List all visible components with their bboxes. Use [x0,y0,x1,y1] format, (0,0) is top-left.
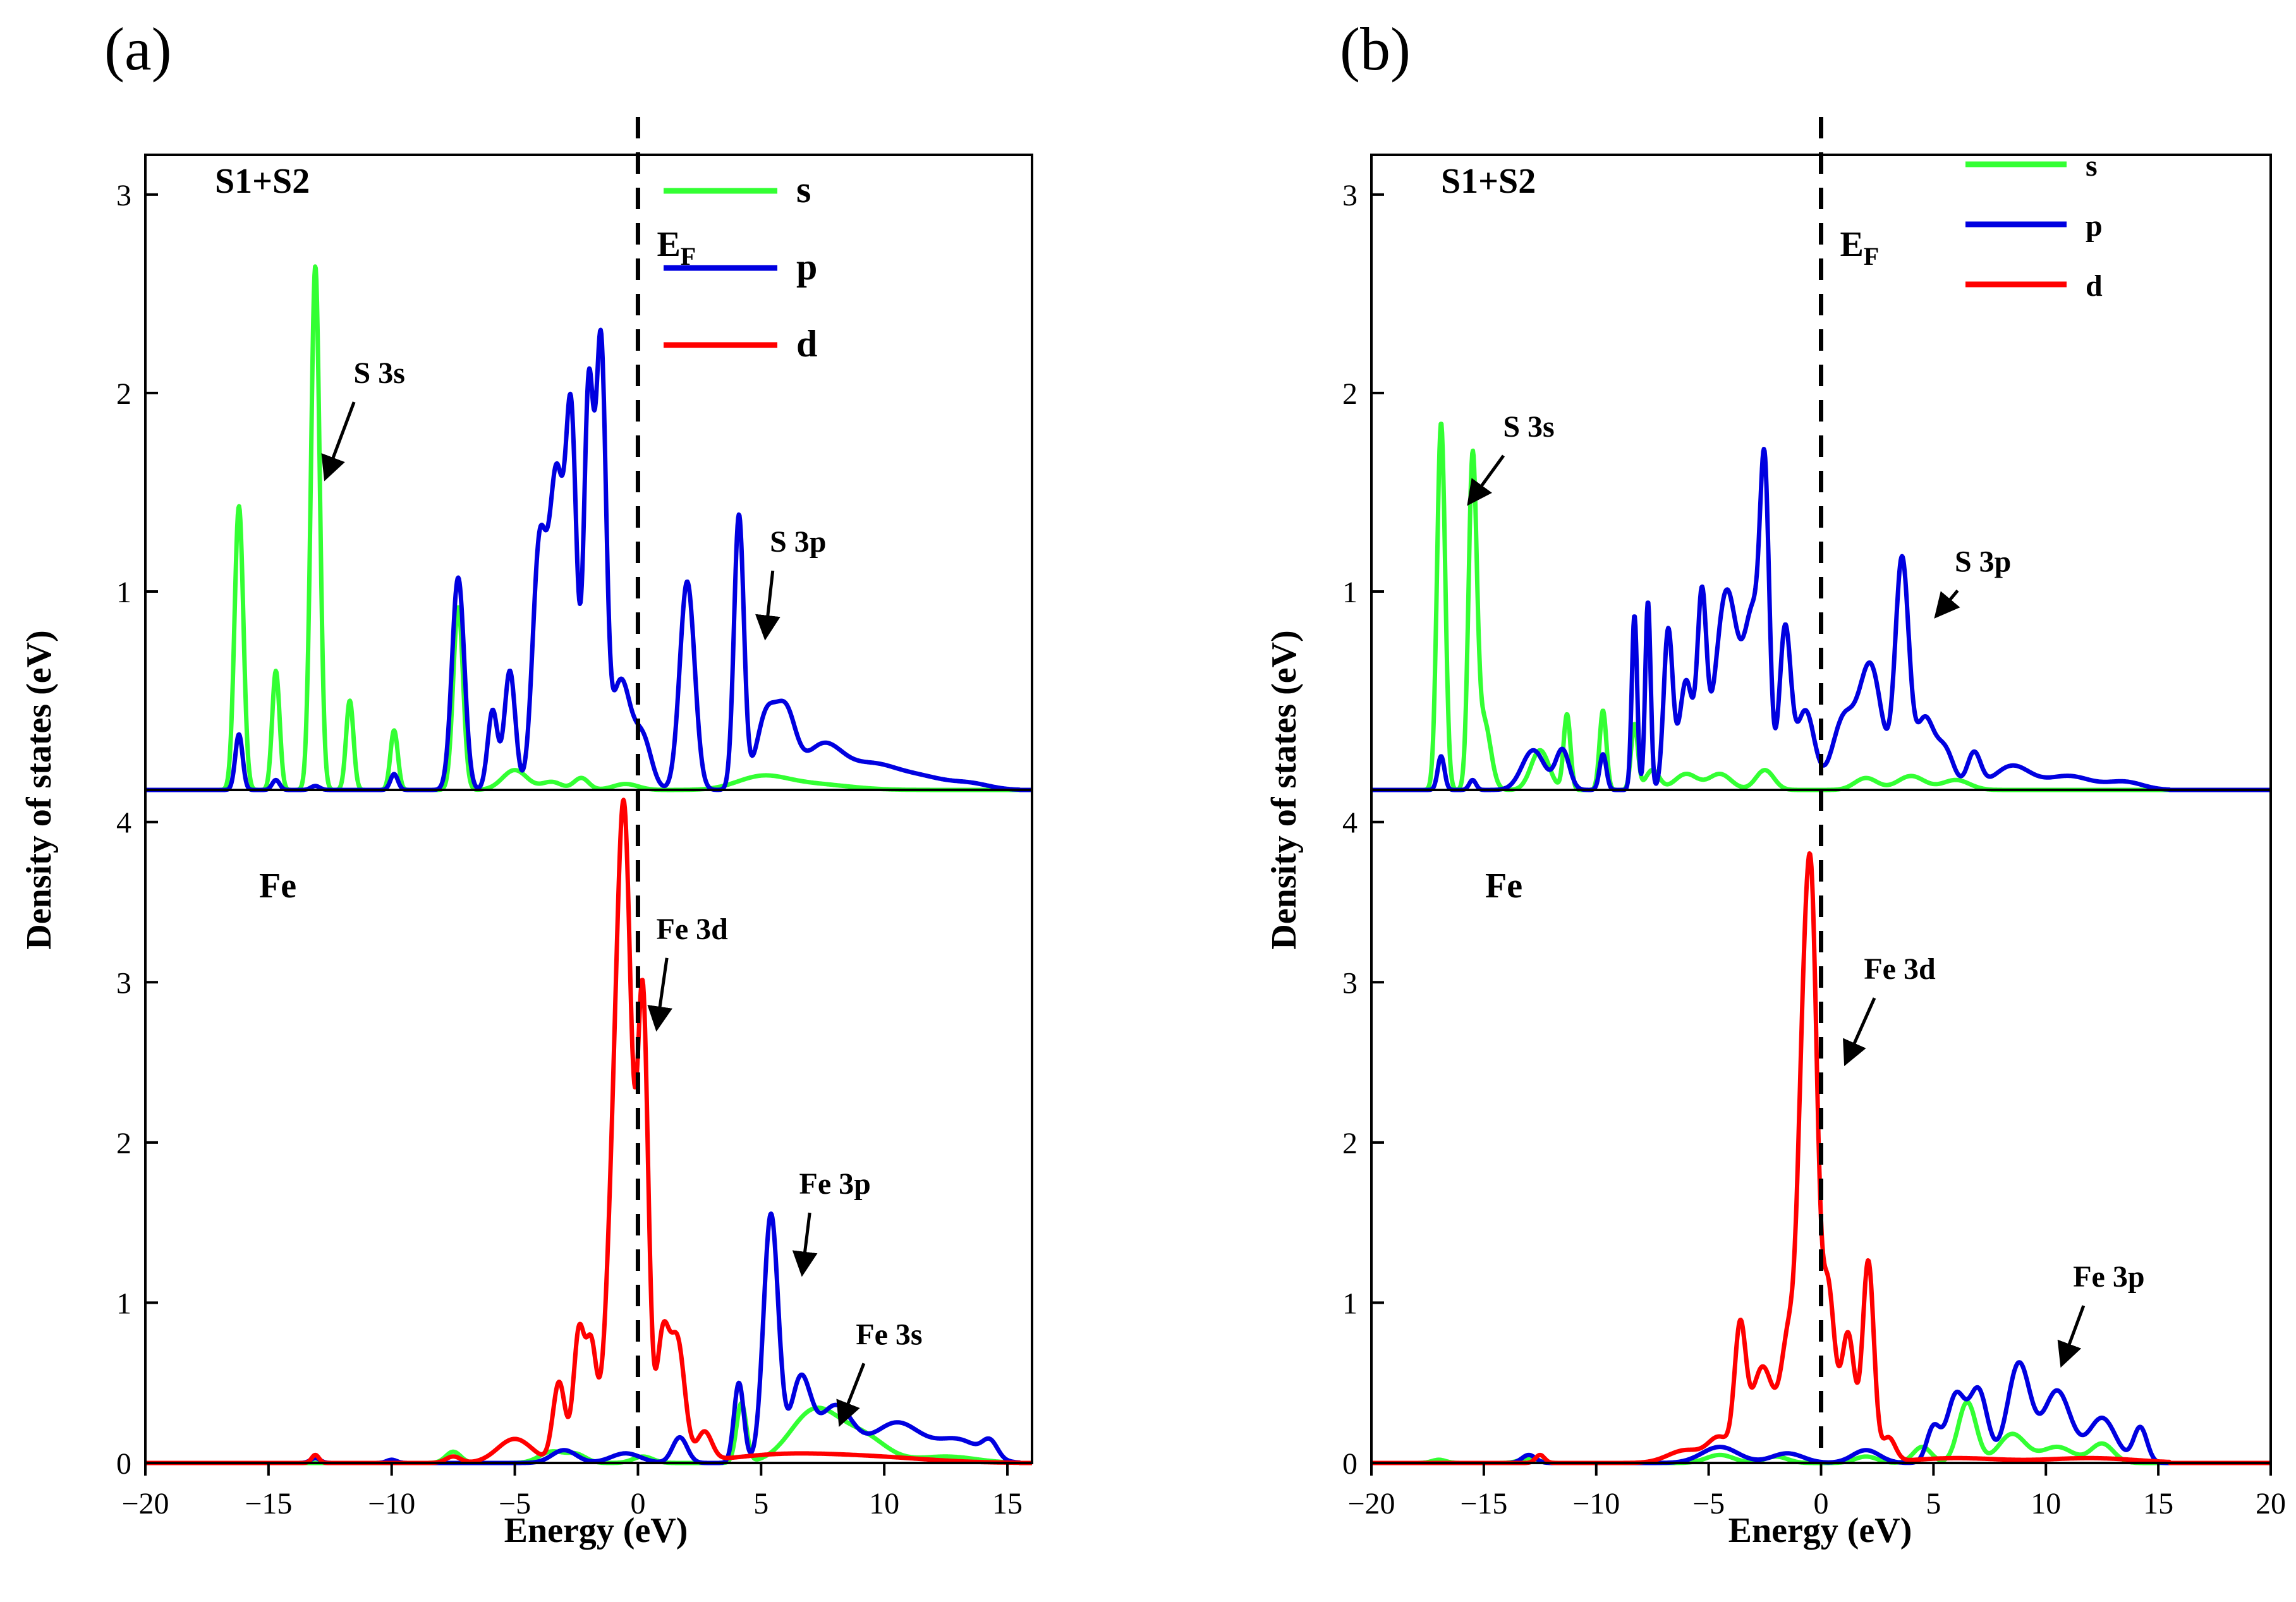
y-tick-label: 2 [1342,1127,1358,1160]
annotation-label: Fe 3p [2073,1260,2144,1294]
fermi-label: EF [657,225,696,270]
annotation-label: Fe 3d [657,913,729,946]
series-line-p [1370,1360,2273,1465]
subplot-label: Fe [259,866,296,906]
series-line-s [143,264,1034,792]
y-tick-label: 4 [116,806,131,840]
x-axis-title-a: Energy (eV) [504,1511,688,1550]
annotation-arrow [836,1362,866,1427]
y-tick-label: 0 [116,1447,131,1481]
annotation-label: S 3s [1503,410,1554,444]
panel-b: (b) Density of states (eV) Energy (eV) 1… [1265,15,2286,1550]
annotation-arrow [792,1212,818,1277]
y-axis-title-b: Density of states (eV) [1265,630,1304,949]
series-line-s [143,1400,1034,1465]
annotation-arrow [647,957,672,1032]
fermi-label-subscript: F [1864,242,1879,270]
annotation-label: S 3p [1955,545,2011,579]
legend-label-d: d [796,323,817,365]
y-tick-label: 2 [1342,377,1358,411]
x-tick-label: −20 [1347,1487,1395,1520]
x-axis-title-b: Energy (eV) [1728,1511,1912,1550]
x-tick-label: 0 [1814,1487,1829,1520]
panel-label-a: (a) [104,15,172,83]
x-tick-label: 10 [2031,1487,2061,1520]
legend-label-p: p [796,246,817,288]
legend-label-s: s [796,169,811,210]
annotation-label: Fe 3s [856,1318,922,1351]
subplot-label: S1+S2 [215,162,310,201]
x-tick-label: −5 [1692,1487,1725,1520]
subplot-a-top: 1 2 3 S1+S2 S 3s S 3p [116,154,1034,792]
y-tick-label: 3 [116,179,131,212]
y-tick-label: 0 [1342,1447,1358,1481]
x-tick-label: −15 [1460,1487,1507,1520]
x-tick-label: 15 [2143,1487,2173,1520]
x-tick-label: 15 [992,1487,1023,1520]
subplot-label: Fe [1485,866,1522,906]
annotation-arrow [321,401,356,482]
panel-a: (a) Density of states (eV) Energy (eV) 1… [20,15,1034,1550]
x-tick-label: −15 [245,1487,292,1520]
subplot-b-bottom: 0 1 2 3 4 Fe Fe 3d Fe 3p [1342,789,2273,1481]
legend-label-p: p [2086,209,2103,243]
y-tick-label: 1 [1342,576,1358,609]
legend-label-s: s [2086,149,2098,183]
x-tick-label: −5 [499,1487,531,1520]
x-tick-label: −10 [368,1487,415,1520]
x-tick-label: −10 [1572,1487,1620,1520]
annotation-label: Fe 3p [799,1167,871,1201]
y-tick-label: 3 [116,966,131,1000]
annotation-arrow [2057,1305,2086,1368]
x-tick-label: 0 [630,1487,645,1520]
x-tick-label: 5 [1926,1487,1941,1520]
subplot-b-top: 1 2 3 S1+S2 S 3s S 3p [1342,154,2273,792]
y-tick-label: 1 [1342,1287,1358,1320]
x-tick-label: −20 [121,1487,169,1520]
annotation-arrow [1934,589,1960,619]
y-tick-label: 1 [116,576,131,609]
annotation-arrow [1467,454,1505,506]
fermi-label: EF [1840,225,1880,270]
plot-frame [144,789,1033,1464]
annotation-label: S 3p [770,525,826,559]
x-tick-label: 10 [869,1487,899,1520]
annotation-arrow [755,570,781,641]
y-tick-label: 3 [1342,966,1358,1000]
y-tick-label: 1 [116,1287,131,1320]
y-tick-label: 2 [116,1127,131,1160]
y-tick-label: 4 [1342,806,1358,840]
annotation-label: S 3s [354,356,405,390]
y-tick-label: 2 [116,377,131,411]
subplot-label: S1+S2 [1441,162,1536,201]
legend-label-d: d [2086,269,2103,303]
annotation-arrow [1843,997,1876,1067]
panel-label-b: (b) [1340,15,1411,83]
y-axis-title-a: Density of states (eV) [20,630,59,949]
subplot-a-bottom: 0 1 2 3 4 Fe Fe 3d Fe 3p Fe 3s [116,789,1034,1481]
x-tick-label: 20 [2256,1487,2286,1520]
annotation-label: Fe 3d [1864,952,1936,986]
x-tick-label: 5 [753,1487,768,1520]
y-tick-label: 3 [1342,179,1358,212]
